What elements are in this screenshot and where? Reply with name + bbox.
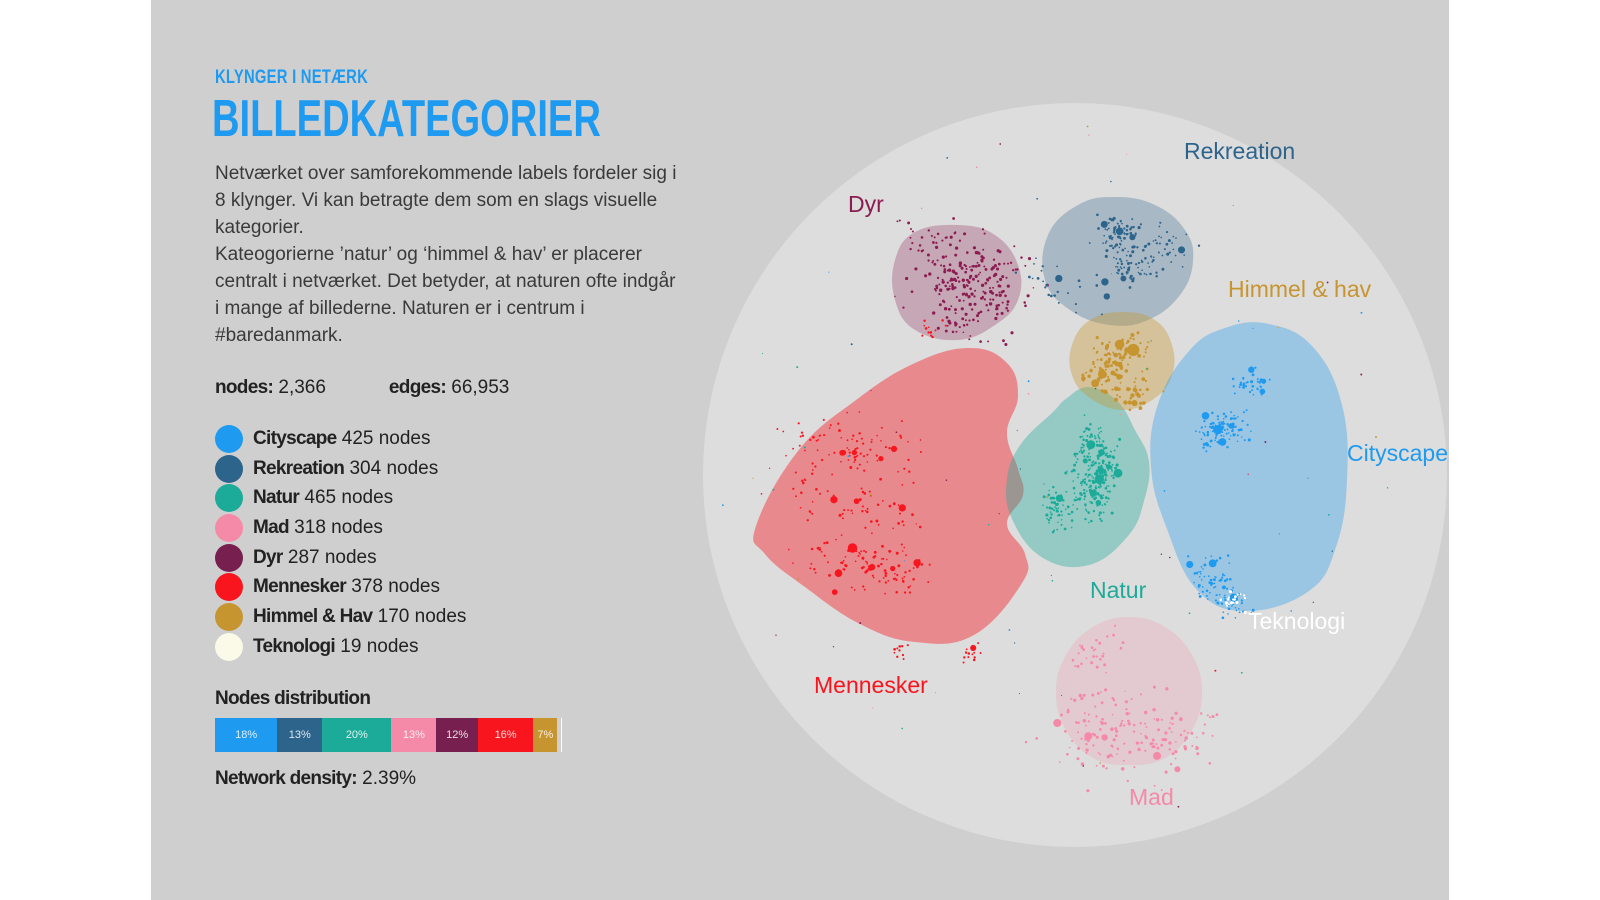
svg-text:Mad: Mad (1129, 784, 1174, 810)
svg-text:Cityscape: Cityscape (1347, 440, 1448, 466)
svg-text:Mennesker: Mennesker (814, 672, 928, 698)
svg-text:Dyr: Dyr (848, 191, 884, 217)
svg-text:Teknologi: Teknologi (1248, 608, 1345, 634)
svg-text:Rekreation: Rekreation (1184, 138, 1295, 164)
svg-text:Natur: Natur (1090, 577, 1147, 603)
svg-text:Himmel & hav: Himmel & hav (1228, 276, 1372, 302)
